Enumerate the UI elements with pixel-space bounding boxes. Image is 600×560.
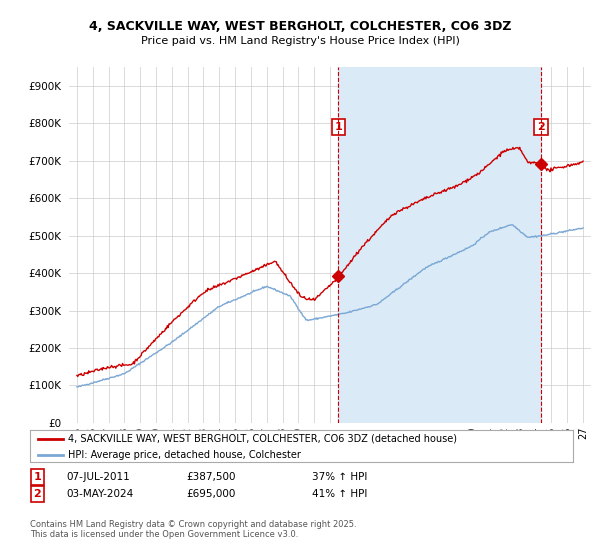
Text: 41% ↑ HPI: 41% ↑ HPI [312,489,367,499]
Text: £695,000: £695,000 [186,489,235,499]
Text: HPI: Average price, detached house, Colchester: HPI: Average price, detached house, Colc… [68,450,301,460]
Text: 1: 1 [334,122,342,132]
Text: 37% ↑ HPI: 37% ↑ HPI [312,472,367,482]
Text: Contains HM Land Registry data © Crown copyright and database right 2025.
This d: Contains HM Land Registry data © Crown c… [30,520,356,539]
Text: 03-MAY-2024: 03-MAY-2024 [66,489,133,499]
Text: 4, SACKVILLE WAY, WEST BERGHOLT, COLCHESTER, CO6 3DZ: 4, SACKVILLE WAY, WEST BERGHOLT, COLCHES… [89,20,511,32]
Text: 07-JUL-2011: 07-JUL-2011 [66,472,130,482]
Text: 1: 1 [34,472,41,482]
Text: 2: 2 [34,489,41,499]
Bar [338,67,541,423]
Text: 4, SACKVILLE WAY, WEST BERGHOLT, COLCHESTER, CO6 3DZ (detached house): 4, SACKVILLE WAY, WEST BERGHOLT, COLCHES… [68,433,457,444]
Text: 2: 2 [537,122,545,132]
Text: Price paid vs. HM Land Registry's House Price Index (HPI): Price paid vs. HM Land Registry's House … [140,36,460,46]
Text: £387,500: £387,500 [186,472,235,482]
